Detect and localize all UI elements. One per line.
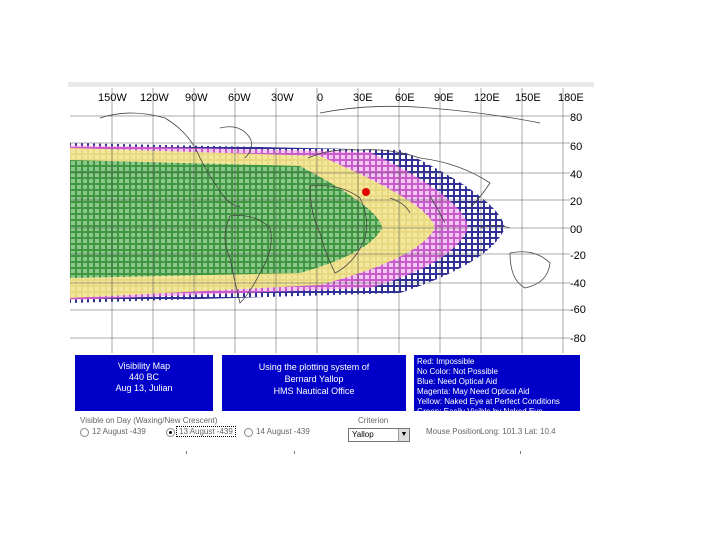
lon-label: 180E (558, 92, 584, 104)
graticule (70, 88, 570, 353)
radio-day-3[interactable] (244, 428, 253, 437)
controls-bar: Visible on Day (Waxing/New Crescent) 12 … (68, 413, 594, 454)
lat-label: -80 (570, 333, 586, 345)
lon-label: 90E (434, 92, 454, 104)
radio-day-2-label[interactable]: 13 August -439 (176, 426, 236, 437)
credit-panel: Using the plotting system of Bernard Yal… (222, 355, 406, 411)
lat-label: -60 (570, 304, 586, 316)
criterion-label: Criterion (358, 416, 389, 425)
radio-day-1-label[interactable]: 12 August -439 (92, 427, 146, 436)
radio-day-3-label[interactable]: 14 August -439 (256, 427, 310, 436)
lat-label: 60 (570, 141, 583, 153)
window-top-bar (68, 82, 594, 87)
location-marker-icon[interactable] (362, 188, 370, 196)
credit-line: Bernard Yallop (284, 374, 344, 384)
divider-tick (186, 451, 187, 454)
mouse-position-value: Long: 101.3 Lat: 10.4 (480, 427, 556, 436)
visibility-map[interactable] (70, 88, 570, 353)
legend-item: No Color: Not Possible (417, 367, 498, 376)
info-panel: Visibility Map 440 BC Aug 13, Julian (75, 355, 213, 411)
divider-tick (294, 451, 295, 454)
lon-label: 90W (185, 92, 208, 104)
credit-line: Using the plotting system of (258, 362, 370, 372)
coastlines (99, 105, 551, 304)
lon-label: 150W (98, 92, 127, 104)
lon-label: 30E (353, 92, 373, 104)
green-zone (70, 160, 382, 278)
legend-item: Blue: Need Optical Aid (417, 377, 498, 386)
lon-label: 0 (317, 92, 324, 104)
lon-label: 150E (515, 92, 541, 104)
radio-day-1[interactable] (80, 428, 89, 437)
lon-label: 120E (474, 92, 500, 104)
lat-label: 20 (570, 196, 583, 208)
lat-label: -20 (570, 250, 586, 262)
divider-tick (520, 451, 521, 454)
lat-label: 40 (570, 169, 583, 181)
mouse-position-label: Mouse Position (426, 427, 481, 436)
legend-panel: Red: Impossible No Color: Not Possible B… (414, 355, 580, 416)
info-date: Aug 13, Julian (115, 383, 173, 393)
lon-label: 60W (228, 92, 251, 104)
lon-label: 120W (140, 92, 169, 104)
info-title: Visibility Map (117, 361, 171, 371)
legend-item: Green: Easily Visible by Naked Eye (417, 407, 543, 416)
legend-item: Red: Impossible (417, 357, 475, 366)
lon-label: 60E (395, 92, 415, 104)
lat-label: -40 (570, 278, 586, 290)
lon-label: 30W (271, 92, 294, 104)
legend-item: Magenta: May Need Optical Aid (417, 387, 530, 396)
lat-label: 00 (570, 224, 583, 236)
chevron-down-icon[interactable]: ▼ (398, 429, 409, 441)
credit-line: HMS Nautical Office (273, 386, 355, 396)
legend-item: Yellow: Naked Eye at Perfect Conditions (417, 397, 560, 406)
radio-day-2[interactable] (166, 428, 175, 437)
lat-label: 80 (570, 112, 583, 124)
info-year: 440 BC (128, 372, 160, 382)
criterion-value: Yallop (352, 430, 374, 439)
day-group-label: Visible on Day (Waxing/New Crescent) (80, 416, 218, 425)
criterion-select[interactable]: Yallop ▼ (348, 428, 410, 442)
